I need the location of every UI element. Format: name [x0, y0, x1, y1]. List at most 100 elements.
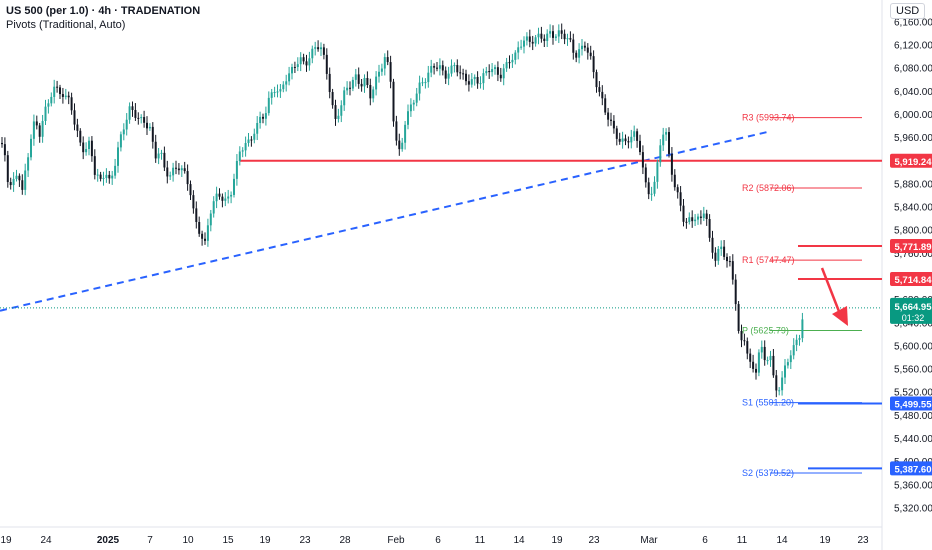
candle-body — [415, 93, 418, 103]
candle-body — [337, 115, 340, 119]
candle-body — [395, 121, 398, 141]
candle-body — [763, 346, 766, 361]
candle-body — [601, 91, 604, 99]
candle-body — [560, 30, 563, 34]
y-tick-label: 6,120.00 — [894, 41, 932, 52]
candle-body — [357, 74, 360, 84]
candle-body — [726, 256, 728, 262]
candle-body — [1, 142, 3, 145]
candle-body — [540, 33, 543, 39]
x-tick-label: 19 — [819, 535, 831, 546]
candle-body — [241, 150, 244, 152]
candle-body — [302, 57, 305, 62]
candle-body — [749, 353, 752, 362]
candle-body — [436, 67, 438, 69]
x-tick-label: 11 — [475, 535, 486, 546]
candle-body — [137, 117, 140, 119]
candle-body — [134, 109, 137, 118]
candle-body — [369, 84, 372, 99]
candle-body — [288, 73, 291, 82]
candle-body — [554, 36, 557, 38]
candle-body — [163, 152, 166, 168]
candle-body — [473, 76, 476, 80]
candle-body — [82, 142, 85, 153]
candle-body — [769, 355, 772, 361]
candle-body — [685, 221, 688, 223]
candle-body — [430, 66, 433, 73]
candle-body — [227, 196, 230, 199]
candle-body — [189, 184, 192, 196]
candle-body — [488, 71, 491, 73]
candle-body — [720, 246, 723, 249]
candle-body — [285, 81, 288, 85]
x-tick-label: 11 — [737, 535, 748, 546]
candle-body — [624, 138, 627, 142]
candle-body — [64, 95, 67, 97]
candle-body — [299, 57, 302, 65]
level-tag-label: 5,771.89 — [895, 242, 932, 253]
candle-body — [392, 81, 395, 122]
candle-body — [90, 140, 93, 157]
candle-body — [111, 175, 114, 179]
x-tick-label: Feb — [387, 535, 405, 546]
candle-body — [346, 87, 349, 91]
candle-body — [122, 129, 125, 135]
candle-body — [511, 59, 514, 63]
candle-body — [743, 340, 746, 342]
candle-body — [740, 330, 743, 341]
candle-body — [697, 216, 699, 220]
candle-body — [523, 40, 525, 47]
candle-body — [206, 225, 209, 241]
candle-body — [291, 66, 293, 74]
candle-body — [433, 66, 436, 68]
candle-body — [470, 79, 473, 85]
y-tick-label: 6,000.00 — [894, 110, 932, 121]
last-price-label: 5,664.95 — [895, 302, 932, 313]
candle-body — [514, 52, 517, 60]
candle-body — [44, 106, 47, 121]
candle-body — [354, 74, 357, 80]
candle-body — [682, 205, 685, 222]
candle-body — [543, 38, 546, 42]
candle-body — [380, 68, 383, 72]
candle-body — [264, 113, 267, 119]
candle-body — [694, 219, 697, 222]
candle-body — [328, 73, 331, 93]
pivot-label: P (5625.79) — [742, 326, 789, 336]
candle-body — [151, 126, 154, 142]
candle-body — [499, 74, 502, 79]
y-tick-label: 5,800.00 — [894, 226, 932, 237]
candle-body — [760, 346, 763, 353]
candle-body — [85, 149, 88, 153]
candle-body — [293, 66, 296, 68]
candle-body — [166, 167, 169, 177]
x-tick-label: 23 — [299, 535, 311, 546]
candle-body — [67, 95, 70, 98]
candle-body — [256, 122, 259, 134]
candle-body — [772, 355, 775, 376]
candle-body — [76, 124, 79, 131]
currency-button[interactable]: USD — [890, 3, 926, 19]
candle-body — [444, 70, 447, 79]
candle-body — [491, 69, 494, 73]
candle-body — [267, 97, 270, 114]
candle-body — [627, 141, 630, 143]
candle-body — [537, 33, 540, 38]
candle-body — [786, 362, 789, 366]
candle-body — [563, 33, 566, 40]
candle-body — [798, 338, 801, 340]
candle-body — [752, 361, 755, 369]
candle-body — [618, 138, 621, 142]
candle-body — [641, 152, 644, 168]
candle-body — [212, 201, 215, 214]
x-tick-label: 23 — [857, 535, 869, 546]
candle-body — [525, 36, 528, 41]
pivot-label: S1 (5501.20) — [742, 398, 794, 408]
x-tick-label: Mar — [640, 535, 658, 546]
candle-body — [209, 213, 212, 226]
candle-body — [615, 128, 618, 139]
candle-body — [583, 45, 586, 48]
y-tick-label: 5,320.00 — [894, 503, 932, 514]
